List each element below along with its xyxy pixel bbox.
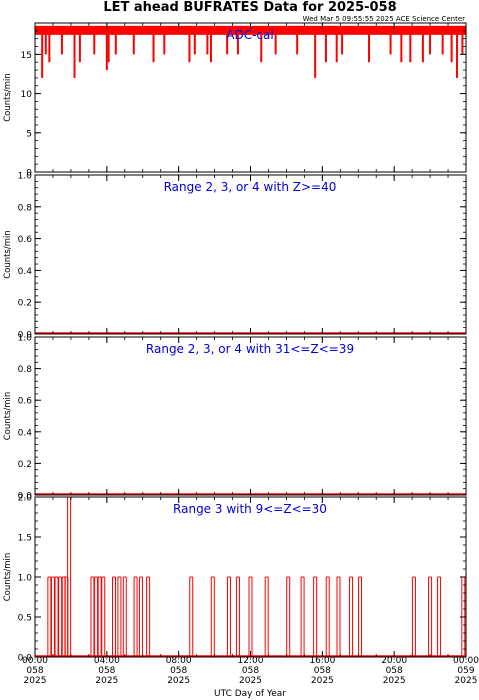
x-axis: 00:00058202504:00058202508:00058202512:0… bbox=[22, 656, 479, 686]
data-dip bbox=[78, 30, 81, 63]
x-tick-label-year: 2025 bbox=[239, 676, 262, 686]
panel-title: Range 2, 3, or 4 with Z>=40 bbox=[164, 180, 337, 194]
y-tick-label: 0 bbox=[26, 169, 32, 179]
y-tick-label: 1.0 bbox=[18, 172, 33, 182]
panel-3: 0.0 0.2 0.4 0.6 0.8 1.0 Counts/min Range 2, 3, … bbox=[3, 334, 467, 502]
y-tick-label: 1.0 bbox=[18, 574, 33, 584]
figure-title: LET ahead BUFRATES Data for 2025-058 bbox=[103, 0, 396, 15]
panel-2: 0.0 0.2 0.4 0.6 0.8 1.0 Counts/min Range 2, 3, … bbox=[3, 172, 467, 341]
x-tick-label-year: 2025 bbox=[383, 676, 406, 686]
y-axis-title: Counts/min bbox=[3, 392, 13, 441]
data-dip bbox=[114, 30, 117, 55]
data-dip bbox=[105, 30, 108, 71]
x-tick-label-time: 20:00 bbox=[381, 656, 407, 666]
data-dip bbox=[409, 30, 412, 63]
data-dip bbox=[93, 30, 96, 55]
x-tick-label-year: 2025 bbox=[455, 676, 478, 686]
y-tick-label: 0.8 bbox=[18, 203, 33, 213]
data-dip bbox=[163, 30, 166, 55]
panel-title: ADC-cal bbox=[226, 28, 273, 42]
y-tick-label: 15 bbox=[21, 51, 32, 61]
x-tick-label-doy: 058 bbox=[98, 666, 115, 676]
x-tick-label-doy: 058 bbox=[386, 666, 403, 676]
data-dip bbox=[400, 30, 403, 63]
y-tick-label: 0.0 bbox=[18, 331, 33, 341]
data-dip bbox=[441, 30, 444, 55]
data-dip bbox=[73, 30, 76, 78]
x-tick-label-year: 2025 bbox=[167, 676, 190, 686]
x-tick-label-year: 2025 bbox=[311, 676, 334, 686]
panels-group: 0 5 10 15 Counts/min ADC-cal 0.0 0.2 0.4 0.6 0.8 1.… bbox=[3, 22, 467, 664]
generated-timestamp: Wed Mar 5 09:55:55 2025 ACE Science Cent… bbox=[303, 15, 466, 23]
y-tick-label: 10 bbox=[21, 90, 33, 100]
x-tick-label-time: 04:00 bbox=[94, 656, 120, 666]
y-tick-label: 2.0 bbox=[18, 494, 33, 504]
data-dip bbox=[341, 30, 344, 55]
x-tick-label-doy: 058 bbox=[314, 666, 331, 676]
baseline-band bbox=[35, 25, 466, 35]
y-tick-label: 0.5 bbox=[18, 614, 32, 624]
data-dip bbox=[209, 30, 212, 63]
data-dip bbox=[421, 30, 424, 63]
data-dip bbox=[48, 30, 51, 63]
data-dip bbox=[456, 30, 459, 78]
data-dip bbox=[335, 30, 338, 63]
data-dip bbox=[461, 30, 464, 55]
x-tick-label-year: 2025 bbox=[95, 676, 118, 686]
x-tick-label-time: 00:00 bbox=[22, 656, 48, 666]
y-tick-label: 0.2 bbox=[18, 460, 32, 470]
y-tick-label: 1.5 bbox=[18, 534, 32, 544]
x-tick-label-doy: 058 bbox=[26, 666, 43, 676]
panel-data-group bbox=[35, 25, 466, 78]
data-dip bbox=[260, 30, 263, 63]
data-dip bbox=[44, 30, 47, 55]
panel-title: Range 2, 3, or 4 with 31<=Z<=39 bbox=[146, 342, 354, 356]
x-tick-label-time: 08:00 bbox=[166, 656, 192, 666]
data-dip bbox=[274, 30, 277, 55]
panel-1: 0 5 10 15 Counts/min ADC-cal bbox=[3, 22, 467, 179]
data-dip bbox=[152, 30, 155, 63]
panel-title: Range 3 with 9<=Z<=30 bbox=[173, 502, 327, 516]
x-tick-label-doy: 058 bbox=[170, 666, 187, 676]
data-dip bbox=[236, 30, 239, 55]
x-tick-label-time: 16:00 bbox=[309, 656, 335, 666]
y-tick-label: 0.4 bbox=[18, 267, 33, 277]
y-axis-title: Counts/min bbox=[3, 73, 13, 122]
x-tick-label-time: 12:00 bbox=[238, 656, 264, 666]
x-tick-label-year: 2025 bbox=[24, 676, 47, 686]
y-axis-title: Counts/min bbox=[3, 553, 13, 602]
data-dip bbox=[60, 30, 63, 55]
x-tick-label-time: 00:00 bbox=[453, 656, 479, 666]
y-tick-label: 0.8 bbox=[18, 365, 33, 375]
data-dip bbox=[226, 30, 229, 55]
y-tick-label: 0.0 bbox=[18, 654, 33, 664]
data-dip bbox=[314, 30, 317, 78]
y-tick-label: 5 bbox=[26, 129, 32, 139]
data-dip bbox=[296, 30, 299, 55]
x-tick-label-doy: 059 bbox=[457, 666, 474, 676]
data-dip bbox=[132, 30, 135, 55]
data-dip bbox=[107, 30, 110, 63]
panel-4: 0.0 0.5 1.0 1.5 2.0 Counts/min Range 3 with 9<… bbox=[3, 494, 467, 664]
x-tick-label-doy: 058 bbox=[242, 666, 259, 676]
y-tick-label: 1.0 bbox=[18, 334, 33, 344]
y-axis-title: Counts/min bbox=[3, 230, 13, 279]
y-tick-label: 0.6 bbox=[18, 235, 33, 245]
y-tick-label: 0.2 bbox=[18, 299, 32, 309]
data-dip bbox=[368, 30, 371, 63]
y-tick-label: 0.4 bbox=[18, 428, 33, 438]
data-dip bbox=[41, 30, 44, 78]
y-tick-label: 0.6 bbox=[18, 397, 33, 407]
data-dip bbox=[389, 30, 392, 55]
data-dip bbox=[324, 30, 327, 63]
x-axis-title: UTC Day of Year bbox=[214, 689, 286, 699]
y-tick-label: 0.0 bbox=[18, 492, 33, 502]
data-dip bbox=[206, 30, 209, 55]
data-dip bbox=[188, 30, 191, 63]
data-dip bbox=[193, 30, 196, 55]
data-dip bbox=[450, 30, 453, 63]
data-dip bbox=[429, 30, 432, 55]
